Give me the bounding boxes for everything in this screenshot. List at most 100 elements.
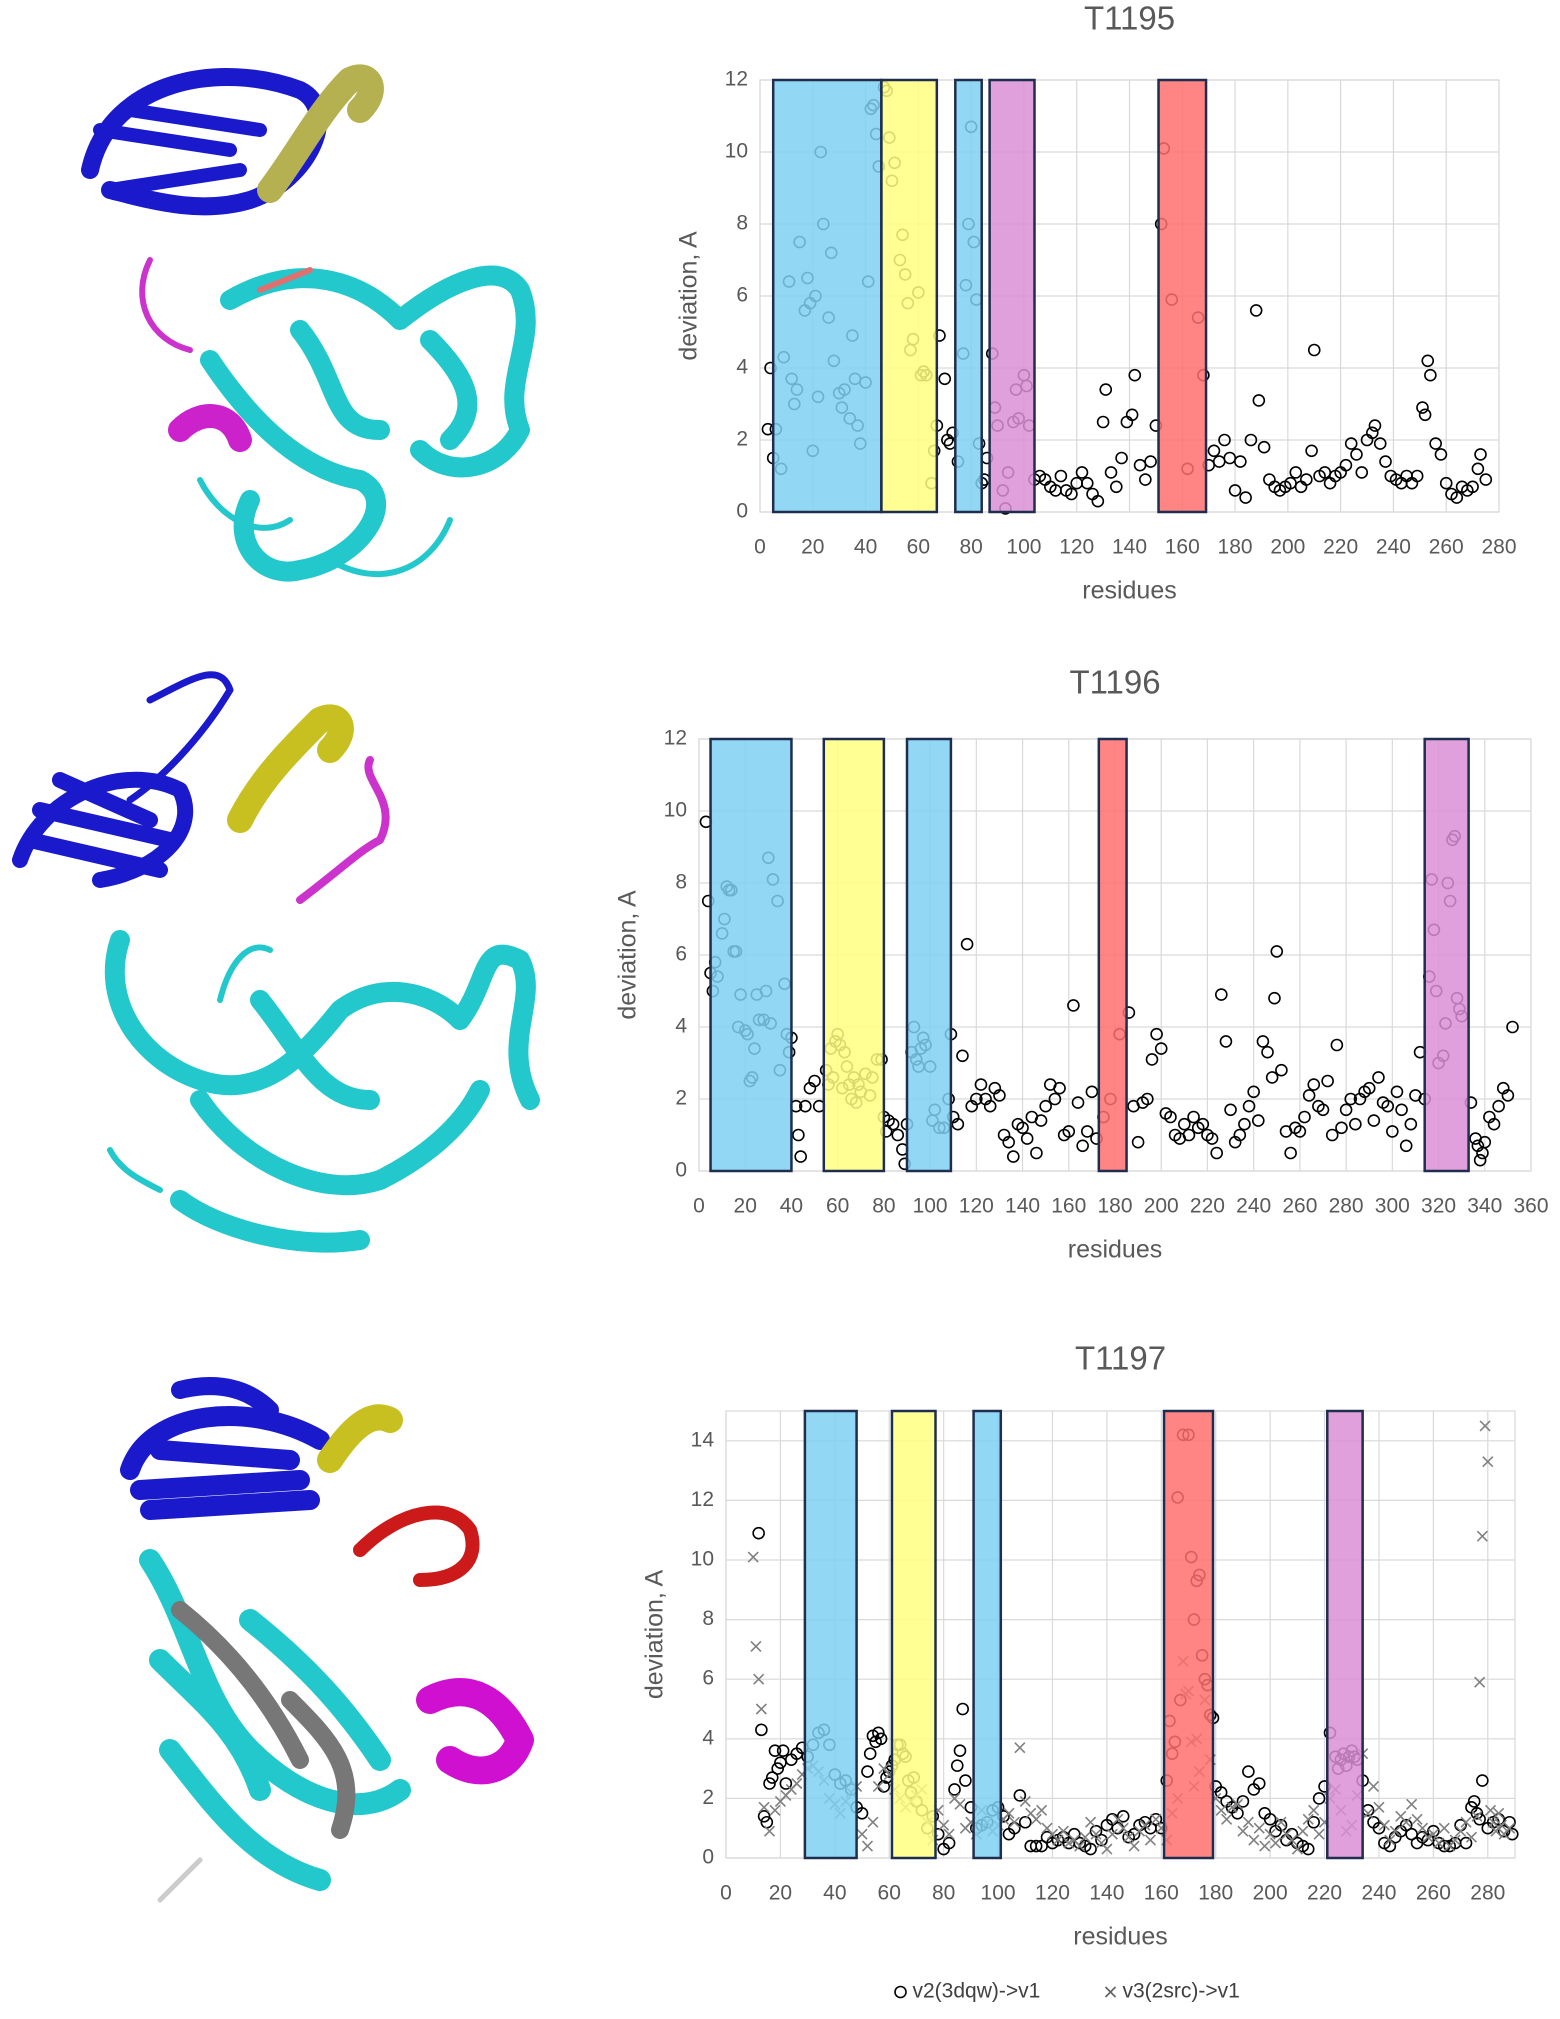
point — [1497, 1824, 1511, 1838]
point — [1384, 1834, 1396, 1846]
point — [1057, 1825, 1069, 1837]
x-tick-label: 340 — [1467, 1195, 1502, 1218]
y-tick-label: 10 — [664, 799, 687, 822]
point — [1438, 1822, 1450, 1834]
x-axis-label: residues — [1068, 1236, 1163, 1264]
point — [779, 1777, 793, 1790]
point — [1221, 1813, 1233, 1825]
point — [1471, 1810, 1483, 1822]
point — [1411, 1813, 1423, 1825]
x-tick-label: 60 — [878, 1882, 901, 1905]
point — [942, 1836, 956, 1850]
point — [1063, 1837, 1075, 1849]
point — [1264, 1828, 1276, 1840]
point — [769, 1804, 781, 1816]
point — [1503, 1815, 1516, 1829]
point — [1482, 1456, 1494, 1468]
point — [1466, 480, 1479, 494]
y-tick-label: 8 — [675, 871, 687, 894]
point — [886, 1117, 900, 1131]
point — [1144, 455, 1157, 468]
point — [1223, 451, 1237, 465]
point — [1030, 1813, 1042, 1825]
x-tick-label: 240 — [1376, 536, 1411, 559]
point — [1007, 1150, 1020, 1163]
point — [1123, 1831, 1135, 1843]
point — [1233, 1128, 1247, 1142]
highlight-region — [1097, 737, 1128, 1173]
point — [1355, 466, 1369, 479]
x-tick-label: 0 — [754, 536, 766, 559]
point — [1224, 1103, 1237, 1117]
point — [1362, 1081, 1376, 1095]
point — [1474, 448, 1487, 461]
x-tick-label: 220 — [1307, 1882, 1342, 1905]
point — [1238, 1117, 1251, 1131]
point — [1386, 1125, 1399, 1138]
x-tick-label: 260 — [1416, 1882, 1451, 1905]
point — [1373, 437, 1387, 450]
point — [1313, 1828, 1325, 1840]
point — [1291, 1843, 1303, 1855]
point — [1249, 304, 1263, 317]
point — [1416, 401, 1429, 414]
point — [1252, 1777, 1266, 1790]
point — [1144, 1834, 1156, 1846]
point — [1029, 1839, 1043, 1853]
x-tick-label: 280 — [1470, 1882, 1505, 1905]
highlight-region — [803, 1409, 858, 1860]
point — [763, 1777, 776, 1790]
point — [1154, 1042, 1168, 1055]
point — [1106, 1828, 1118, 1840]
point — [1274, 1818, 1288, 1832]
y-tick-label: 4 — [702, 1726, 714, 1749]
point — [1390, 1085, 1404, 1099]
y-tick-label: 10 — [691, 1548, 714, 1571]
point — [1501, 1089, 1515, 1102]
point — [1013, 1789, 1027, 1802]
y-tick-label: 4 — [736, 356, 748, 379]
point — [1293, 1125, 1307, 1138]
x-tick-label: 300 — [1375, 1195, 1410, 1218]
protein-image-2 — [12, 671, 540, 1253]
point — [1085, 1816, 1097, 1828]
point — [1099, 383, 1113, 396]
point — [1330, 1038, 1344, 1052]
highlight-region — [1326, 1409, 1364, 1860]
x-tick-label: 20 — [801, 536, 824, 559]
point — [1054, 469, 1068, 483]
x-tick-label: 80 — [932, 1882, 955, 1905]
point — [1210, 1146, 1223, 1160]
point — [1344, 1092, 1358, 1106]
point — [993, 1089, 1006, 1102]
point — [1237, 1825, 1249, 1837]
x-tick-label: 240 — [1236, 1195, 1271, 1218]
point — [1284, 1146, 1297, 1160]
x-tick-label: 200 — [1270, 536, 1305, 559]
chart-title: T1195 — [1084, 0, 1175, 37]
y-tick-label: 12 — [664, 727, 687, 750]
point — [1410, 469, 1424, 483]
point — [1302, 1089, 1316, 1102]
point — [1484, 1804, 1497, 1816]
point — [1301, 1842, 1315, 1856]
chart-title: T1196 — [1069, 664, 1160, 701]
point — [1455, 1825, 1467, 1837]
x-tick-label: 0 — [720, 1882, 732, 1905]
x-tick-label: 120 — [1035, 1882, 1070, 1905]
x-tick-label: 180 — [1097, 1195, 1132, 1218]
point — [1226, 1801, 1238, 1813]
point — [763, 1825, 776, 1837]
point — [1117, 1822, 1129, 1834]
highlight-region — [890, 1409, 937, 1860]
y-tick-label: 0 — [675, 1159, 687, 1182]
point — [1095, 1833, 1108, 1847]
x-tick-label: 240 — [1361, 1882, 1396, 1905]
point — [792, 1128, 805, 1142]
point — [1196, 1117, 1210, 1131]
point — [1366, 426, 1379, 440]
point — [1263, 1812, 1277, 1826]
point — [1275, 1816, 1287, 1828]
point — [1476, 1774, 1489, 1787]
